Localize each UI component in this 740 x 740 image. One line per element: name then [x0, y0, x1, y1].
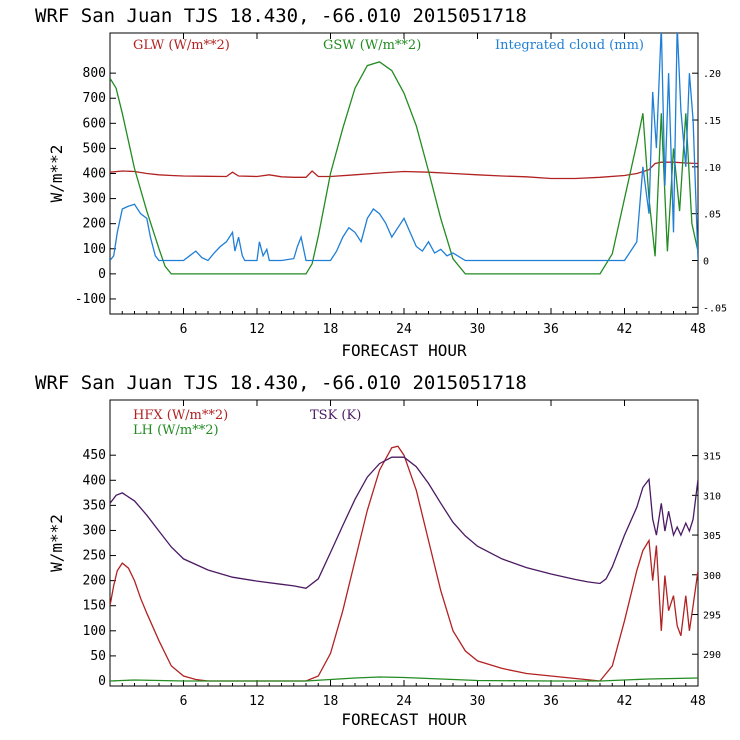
x-axis-label: FORECAST HOUR: [341, 710, 467, 729]
y-tick-label: 300: [83, 192, 106, 207]
y-tick-label: 0: [98, 267, 106, 282]
plot-frame: [109, 399, 699, 687]
x-tick-label: 6: [180, 694, 188, 709]
series-line-3: [110, 456, 698, 589]
x-tick-label: 30: [470, 322, 486, 337]
y-tick-label: 400: [83, 167, 106, 182]
legend-entry: Integrated cloud (mm): [495, 38, 644, 53]
x-tick-label: 36: [543, 322, 559, 337]
y2-tick-label: .20: [703, 69, 721, 80]
chart-panel-2: WRF San Juan TJS 18.430, -66.010 2015051…: [35, 372, 721, 729]
y-tick-label: 400: [83, 473, 106, 488]
series-line-1: [110, 161, 698, 180]
series-line-2: [110, 61, 698, 275]
chart-title: WRF San Juan TJS 18.430, -66.010 2015051…: [35, 372, 527, 394]
y2-tick-label: .15: [703, 116, 721, 127]
y-tick-label: 800: [83, 66, 106, 81]
y-tick-label: 300: [83, 523, 106, 538]
y-tick-label: 250: [83, 549, 106, 564]
plot-frame: [109, 32, 699, 315]
y-tick-label: 100: [83, 242, 106, 257]
legend-entry: TSK (K): [310, 408, 361, 423]
x-tick-label: 24: [396, 694, 412, 709]
y-axis-label: W/m**2: [47, 514, 66, 572]
y2-tick-label: -.05: [703, 303, 727, 314]
y2-tick-label: 295: [703, 611, 721, 622]
x-tick-label: 18: [323, 322, 339, 337]
y2-tick-label: 305: [703, 531, 721, 542]
y2-tick-label: 315: [703, 452, 721, 463]
legend-entry: GSW (W/m**2): [323, 38, 421, 53]
x-tick-label: 12: [249, 322, 265, 337]
x-tick-label: 12: [249, 694, 265, 709]
x-tick-label: 42: [617, 694, 633, 709]
series-line-3: [110, 33, 698, 262]
y-tick-label: 700: [83, 91, 106, 106]
x-tick-label: 48: [690, 694, 706, 709]
y-tick-label: 200: [83, 217, 106, 232]
x-tick-label: 24: [396, 322, 412, 337]
y-tick-label: 0: [98, 674, 106, 689]
y-tick-label: 500: [83, 141, 106, 156]
y-tick-label: -100: [75, 292, 106, 307]
legend-entry: GLW (W/m**2): [133, 38, 230, 53]
series-line-2: [110, 676, 698, 682]
y-axis-label: W/m**2: [47, 145, 66, 203]
y-tick-label: 600: [83, 116, 106, 131]
y2-tick-label: 310: [703, 491, 721, 502]
legend-entry: LH (W/m**2): [133, 423, 219, 438]
y2-tick-label: .10: [703, 163, 721, 174]
x-tick-label: 48: [690, 322, 706, 337]
y2-tick-label: .05: [703, 210, 721, 221]
y-tick-label: 150: [83, 599, 106, 614]
legend-entry: HFX (W/m**2): [133, 408, 228, 423]
y2-tick-label: 0: [703, 257, 709, 268]
x-tick-label: 36: [543, 694, 559, 709]
y2-tick-label: 300: [703, 571, 721, 582]
y-tick-label: 200: [83, 574, 106, 589]
y-tick-label: 100: [83, 624, 106, 639]
x-tick-label: 42: [617, 322, 633, 337]
x-tick-label: 30: [470, 694, 486, 709]
x-tick-label: 6: [180, 322, 188, 337]
y2-tick-label: 290: [703, 650, 721, 661]
y-tick-label: 450: [83, 448, 106, 463]
y-tick-label: 350: [83, 498, 106, 513]
y-tick-label: 50: [90, 649, 106, 664]
series-line-1: [110, 445, 698, 682]
chart-title: WRF San Juan TJS 18.430, -66.010 2015051…: [35, 5, 527, 27]
chart-panel-1: WRF San Juan TJS 18.430, -66.010 2015051…: [35, 5, 727, 360]
x-axis-label: FORECAST HOUR: [341, 341, 467, 360]
x-tick-label: 18: [323, 694, 339, 709]
